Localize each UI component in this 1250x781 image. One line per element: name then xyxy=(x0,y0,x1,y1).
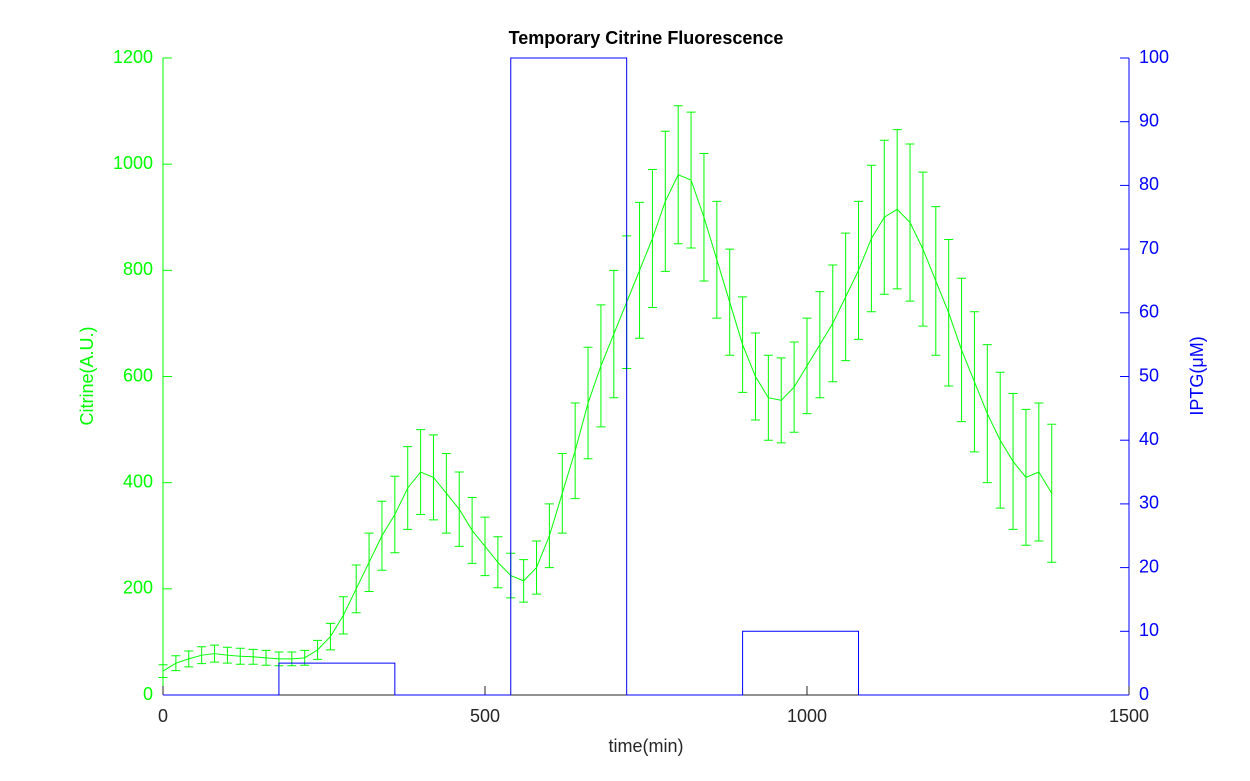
x-tick-label: 1500 xyxy=(1109,706,1149,726)
y2-tick-label: 50 xyxy=(1139,365,1159,385)
y-tick-label: 1000 xyxy=(113,153,153,173)
y-tick-label: 800 xyxy=(123,259,153,279)
y-tick-label: 0 xyxy=(143,684,153,704)
y2-tick-label: 100 xyxy=(1139,47,1169,67)
y-tick-label: 1200 xyxy=(113,47,153,67)
y-tick-label: 200 xyxy=(123,578,153,598)
chart-title: Temporary Citrine Fluorescence xyxy=(509,28,784,48)
y2-tick-label: 80 xyxy=(1139,174,1159,194)
y2-tick-label: 20 xyxy=(1139,556,1159,576)
x-tick-label: 1000 xyxy=(787,706,827,726)
y2-tick-label: 0 xyxy=(1139,684,1149,704)
x-tick-label: 0 xyxy=(158,706,168,726)
x-axis-label: time(min) xyxy=(609,736,684,756)
x-tick-label: 500 xyxy=(470,706,500,726)
y-tick-label: 600 xyxy=(123,365,153,385)
data-line xyxy=(163,57,1129,696)
y2-tick-label: 70 xyxy=(1139,238,1159,258)
data-line xyxy=(162,174,1053,672)
y-axis-label: Citrine(A.U.) xyxy=(77,326,97,425)
y2-tick-label: 10 xyxy=(1139,620,1159,640)
error-bar xyxy=(1047,423,1057,563)
y2-tick-label: 30 xyxy=(1139,493,1159,513)
y2-tick-label: 60 xyxy=(1139,302,1159,322)
y-tick-label: 400 xyxy=(123,471,153,491)
y2-tick-label: 40 xyxy=(1139,429,1159,449)
y2-tick-label: 90 xyxy=(1139,110,1159,130)
y2-axis-label: IPTG(μM) xyxy=(1187,336,1207,415)
